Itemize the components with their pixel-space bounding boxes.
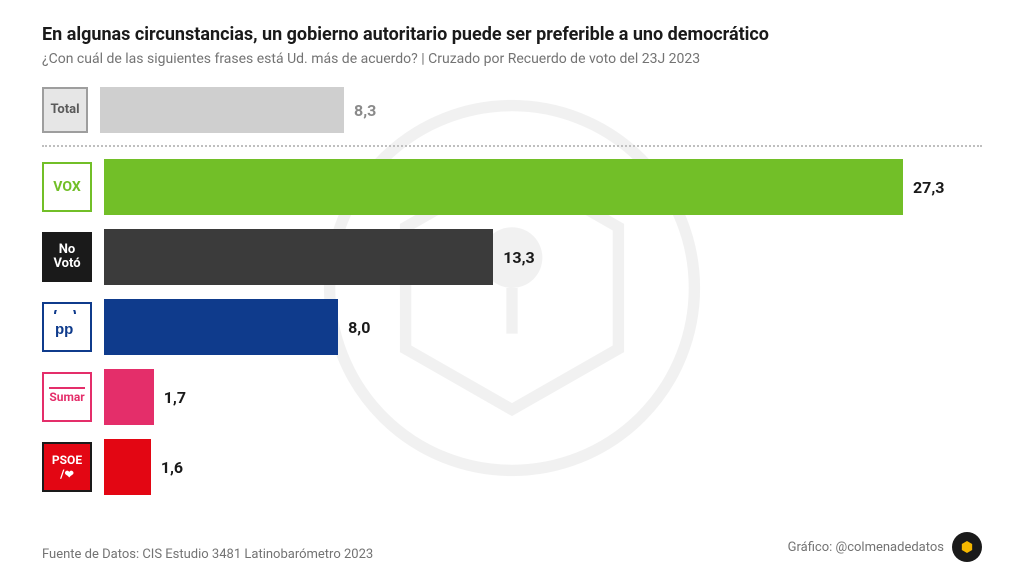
bar: [100, 87, 344, 133]
bar-value: 1,6: [161, 458, 183, 477]
bar: [104, 229, 493, 285]
bar-row-no-voto: NoVotó 13,3: [42, 229, 982, 285]
total-divider: [42, 145, 982, 147]
bar-row-vox: VOX 27,3: [42, 159, 982, 215]
bar-chart: Total 8,3 VOX 27,3 NoVotó 13,3 pp 8,0 Sumar 1,7 PS…: [42, 85, 982, 495]
party-logo-psoe: PSOE/❤: [42, 442, 92, 492]
chart-footer: Fuente de Datos: CIS Estudio 3481 Latino…: [42, 532, 982, 562]
party-logo-total: Total: [42, 87, 88, 133]
bar-area: 27,3: [104, 159, 982, 215]
bar-row-sumar: Sumar 1,7: [42, 369, 982, 425]
bar-row-psoe: PSOE/❤ 1,6: [42, 439, 982, 495]
bar-value: 8,0: [348, 318, 370, 337]
credit-text: Gráfico: @colmenadedatos: [788, 540, 944, 555]
chart-subtitle: ¿Con cuál de las siguientes frases está …: [42, 51, 982, 67]
bar-area: 1,7: [104, 369, 982, 425]
bar-row-total: Total 8,3: [42, 85, 982, 135]
party-logo-no-voto: NoVotó: [42, 232, 92, 282]
party-label: Sumar: [49, 391, 84, 404]
bar-value: 27,3: [913, 178, 944, 197]
bar-value: 1,7: [164, 388, 186, 407]
bar: [104, 159, 903, 215]
party-label: NoVotó: [53, 243, 80, 270]
chart-container: En algunas circunstancias, un gobierno a…: [0, 0, 1024, 529]
source-text: Fuente de Datos: CIS Estudio 3481 Latino…: [42, 547, 373, 562]
bar-value: 13,3: [503, 248, 534, 267]
bar-area: 8,3: [100, 85, 982, 135]
party-label: VOX: [53, 180, 80, 195]
bar: [104, 369, 154, 425]
party-logo-pp: pp: [42, 302, 92, 352]
party-label: Total: [50, 103, 79, 117]
chart-title: En algunas circunstancias, un gobierno a…: [42, 24, 982, 45]
party-logo-sumar: Sumar: [42, 372, 92, 422]
bar: [104, 439, 151, 495]
bar-area: 8,0: [104, 299, 982, 355]
party-label: PSOE/❤: [52, 454, 82, 480]
bar: [104, 299, 338, 355]
bar-row-pp: pp 8,0: [42, 299, 982, 355]
bar-area: 13,3: [104, 229, 982, 285]
party-logo-vox: VOX: [42, 162, 92, 212]
bar-area: 1,6: [104, 439, 982, 495]
svg-text:pp: pp: [55, 321, 73, 338]
bar-value: 8,3: [354, 101, 376, 120]
brand-badge-icon: [952, 532, 982, 562]
party-label: pp: [49, 310, 85, 344]
